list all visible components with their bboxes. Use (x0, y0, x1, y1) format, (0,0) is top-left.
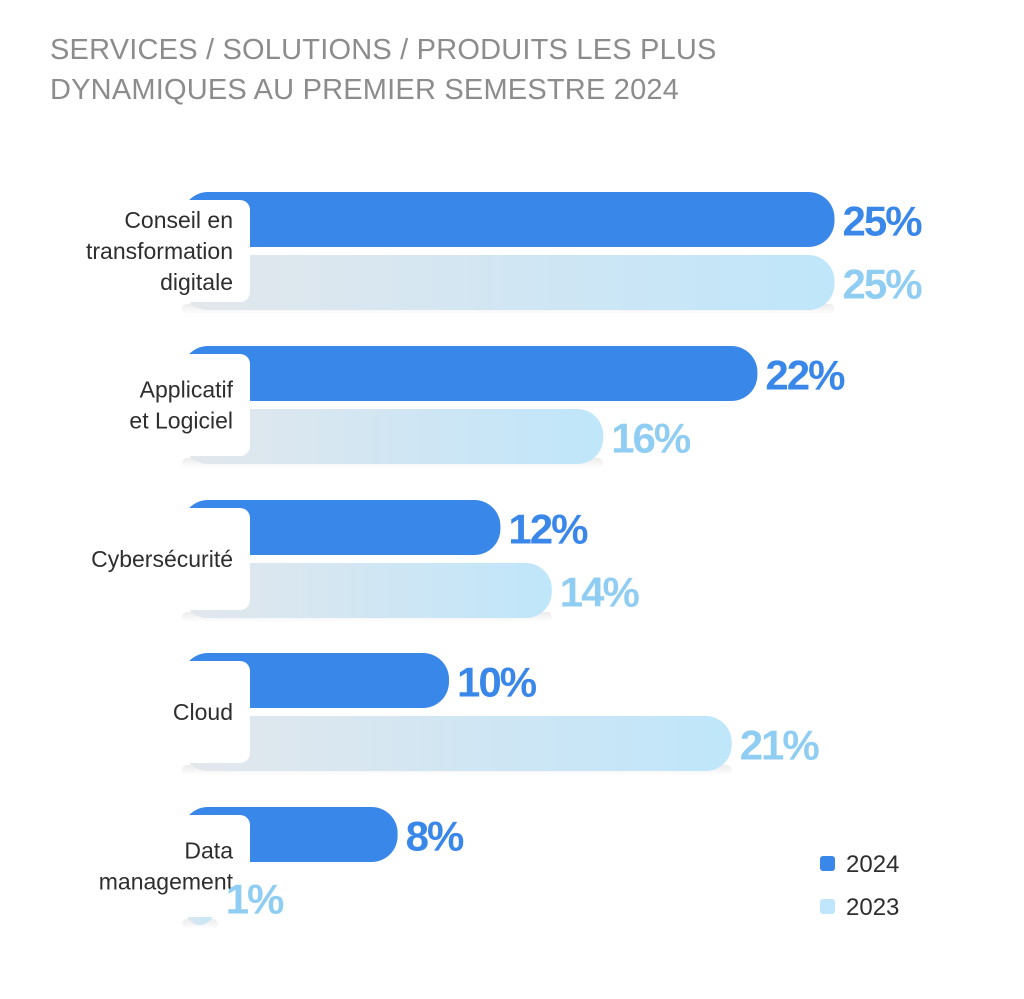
value-label-2024: 12% (508, 506, 588, 553)
value-label-2023: 25% (843, 261, 923, 308)
value-label-2024: 22% (765, 352, 845, 399)
category-label-panel (0, 661, 250, 763)
category-label: Data (184, 838, 233, 864)
legend-label-2023: 2023 (846, 894, 899, 921)
value-label-2024: 8% (406, 813, 464, 860)
legend-label-2024: 2024 (846, 851, 899, 878)
category-label: Applicatif (140, 377, 234, 403)
bar-2023-2 (182, 563, 552, 618)
category-label-panel (0, 200, 250, 302)
value-label-2023: 16% (611, 415, 691, 462)
chart-title-line-2: DYNAMIQUES AU PREMIER SEMESTRE 2024 (50, 74, 680, 106)
legend-swatch-2024 (820, 856, 835, 871)
category-label-panel (0, 508, 250, 610)
category-label-panel (0, 354, 250, 456)
category-label: digitale (160, 269, 233, 295)
bar-2024-2 (182, 500, 501, 555)
value-label-2023: 1% (226, 876, 284, 923)
legend-swatch-2023 (820, 899, 835, 914)
bars-layer (182, 192, 835, 929)
bar-2024-1 (182, 346, 758, 401)
category-labels-layer: Conseil en transformation digitale 25% 25% Ap… (0, 198, 924, 923)
bar-2024-0 (182, 192, 835, 247)
chart-title: SERVICES / SOLUTIONS / PRODUITS LES PLUS… (50, 30, 850, 110)
category-label: Cybersécurité (91, 546, 233, 572)
value-label-2023: 14% (560, 569, 640, 616)
category-label: Cloud (173, 699, 233, 725)
category-label: et Logiciel (129, 408, 233, 434)
value-label-2024: 10% (457, 659, 537, 706)
category-label: management (99, 869, 234, 895)
category-label: Conseil en (124, 207, 233, 233)
value-label-2023: 21% (740, 722, 820, 769)
category-label-panel (0, 815, 250, 917)
bar-2023-0 (182, 255, 835, 310)
legend: 2024 2023 (820, 851, 899, 921)
bar-2023-3 (182, 716, 732, 771)
category-label: transformation (86, 238, 233, 264)
bar-2023-1 (182, 409, 604, 464)
value-label-2024: 25% (843, 198, 923, 245)
chart-title-line-1: SERVICES / SOLUTIONS / PRODUITS LES PLUS (50, 34, 717, 66)
